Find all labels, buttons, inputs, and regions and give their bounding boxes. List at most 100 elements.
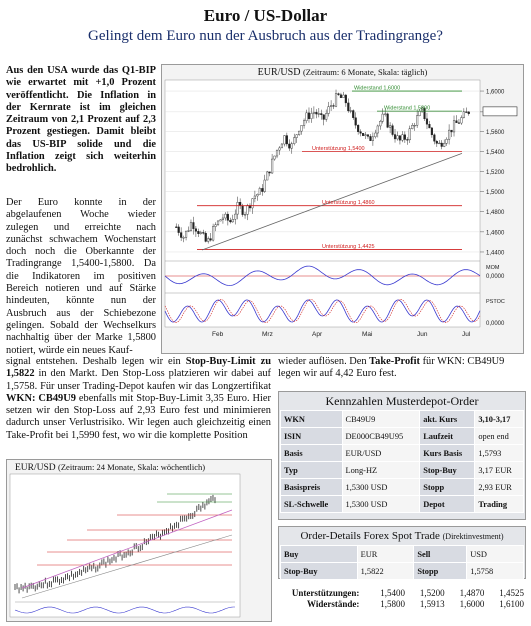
table-value-cell: 2,93 EUR xyxy=(474,478,524,496)
table-row: WKN CB49U9 akt. Kurs 3,10-3,17 xyxy=(280,410,524,428)
candle-body xyxy=(285,135,288,145)
candle-body xyxy=(234,213,237,220)
candle-body xyxy=(445,138,448,144)
candle-body xyxy=(221,217,224,221)
candle-body xyxy=(423,107,426,120)
small-trend-line xyxy=(21,509,233,589)
candle-body xyxy=(406,139,409,141)
month-label: Feb xyxy=(212,331,224,338)
main-chart-svg: 1,60001,57931,56001,54001,52001,50001,48… xyxy=(164,79,518,338)
small-chart-title-note: (Zeitraum: 24 Monate, Skala: wöchentlich… xyxy=(58,462,206,472)
candle-body xyxy=(241,205,244,215)
small-chart: EUR/USD (Zeitraum: 24 Monate, Skala: wöc… xyxy=(6,459,272,622)
table-row: ISIN DE000CB49U95 Laufzeit open end xyxy=(280,427,524,445)
forex-title-note: (Direktinvestment) xyxy=(442,532,504,541)
table-value-cell: 3,10-3,17 xyxy=(474,410,524,428)
article-body-1: Der Euro konnte in der abgelaufenen Woch… xyxy=(6,197,156,357)
candle-body xyxy=(366,134,370,137)
body-text-2: signal entstehen. Deshalb legen wir ein … xyxy=(6,356,272,441)
table-value-cell: 1,5758 xyxy=(466,562,524,580)
level-annotation: Unterstützung 1,5400 xyxy=(312,146,365,152)
table-label-cell: Laufzeit xyxy=(419,427,476,445)
candle-body xyxy=(448,129,451,140)
candle-body xyxy=(182,237,185,239)
candle-body xyxy=(189,222,193,231)
candle-body xyxy=(263,179,266,192)
level-annotation: Unterstützung 1,4860 xyxy=(322,200,375,206)
table-value-cell: EUR/USD xyxy=(341,444,421,462)
candle-body xyxy=(467,111,470,114)
mom-label: MOM xyxy=(486,265,500,271)
table-label-cell: Stop-Buy xyxy=(280,562,358,580)
candle-body xyxy=(283,135,286,145)
candle-body xyxy=(273,155,276,160)
candle-body xyxy=(344,94,347,104)
candle-body xyxy=(401,134,404,141)
candle-body xyxy=(224,213,227,219)
candle-body xyxy=(199,232,202,234)
candle-body xyxy=(339,94,342,98)
candle-body xyxy=(300,125,303,132)
candle-body xyxy=(435,140,438,144)
page-subtitle: Gelingt dem Euro nun der Ausbruch aus de… xyxy=(88,28,443,44)
candle-body xyxy=(253,195,256,199)
table-row: Typ Long-HZ Stop-Buy 3,17 EUR xyxy=(280,461,524,479)
candle-body xyxy=(379,121,382,127)
candle-body xyxy=(347,102,350,112)
candle-body xyxy=(278,147,281,151)
month-label: Apr xyxy=(312,331,323,338)
candle-body xyxy=(180,232,183,238)
candle-body xyxy=(430,127,433,136)
candle-body xyxy=(330,105,333,107)
pstoc-line xyxy=(164,299,481,323)
resistance-label: Widerstände: xyxy=(306,599,360,609)
table-label-cell: Basispreis xyxy=(280,478,343,496)
candle-body xyxy=(317,113,320,115)
article-body-3: wieder auflösen. Den Take-Profit für WKN… xyxy=(278,356,524,381)
candle-body xyxy=(298,130,301,135)
table-label-cell: WKN xyxy=(280,410,343,428)
candle-body xyxy=(357,124,360,132)
candle-body xyxy=(256,194,259,197)
candle-body xyxy=(460,117,463,124)
candle-body xyxy=(290,143,293,149)
main-lines xyxy=(197,90,463,251)
candle-body xyxy=(209,238,212,241)
candle-body xyxy=(334,93,338,107)
candle-body xyxy=(413,125,416,127)
candle-body xyxy=(185,230,188,238)
candle-body xyxy=(342,94,345,98)
musterdepot-table: WKN CB49U9 akt. Kurs 3,10-3,17 ISIN DE000CB49… xyxy=(280,410,524,513)
table-label-cell: Depot xyxy=(419,495,476,513)
resistance-value: 1,5800 xyxy=(380,599,405,609)
musterdepot-panel: Kennzahlen Musterdepot-Order WKN CB49U9 ak… xyxy=(278,391,526,520)
forex-title: Order-Details Forex Spot Trade (Direktin… xyxy=(279,527,525,545)
forex-table: Buy EUR Sell USD Stop-Buy 1,5822 Stopp 1,5758 xyxy=(280,545,524,580)
small-chart-content xyxy=(14,493,235,614)
candle-body xyxy=(374,132,377,138)
candle-body xyxy=(396,135,399,140)
candle-body xyxy=(416,115,419,126)
candle-body xyxy=(275,149,279,157)
candle-body xyxy=(266,171,269,181)
pstoc-zero-label: 0,0000 xyxy=(486,321,505,327)
candle-body xyxy=(359,131,362,134)
table-label-cell: Basis xyxy=(280,444,343,462)
support-value: 1,5200 xyxy=(419,588,445,598)
levels-box: Unterstützungen: 1,5400 1,5200 1,4870 1,… xyxy=(280,588,524,610)
candle-body xyxy=(175,226,178,228)
support-row: Unterstützungen: 1,5400 1,5200 1,4870 1,… xyxy=(280,588,524,599)
table-label-cell: Stopp xyxy=(413,562,468,580)
table-row: Buy EUR Sell USD xyxy=(280,545,524,563)
candle-body xyxy=(229,220,232,223)
candle-body xyxy=(462,111,465,118)
pstoc-signal-line xyxy=(164,298,481,324)
candle-body xyxy=(303,120,306,126)
small-indicator-line xyxy=(14,606,235,614)
candle-body xyxy=(261,188,264,192)
table-row: Basis EUR/USD Kurs Basis 1,5793 xyxy=(280,444,524,462)
candle-body xyxy=(349,110,352,112)
candle-body xyxy=(212,226,215,241)
table-label-cell: SL-Schwelle xyxy=(280,495,343,513)
candle-body xyxy=(288,143,291,149)
